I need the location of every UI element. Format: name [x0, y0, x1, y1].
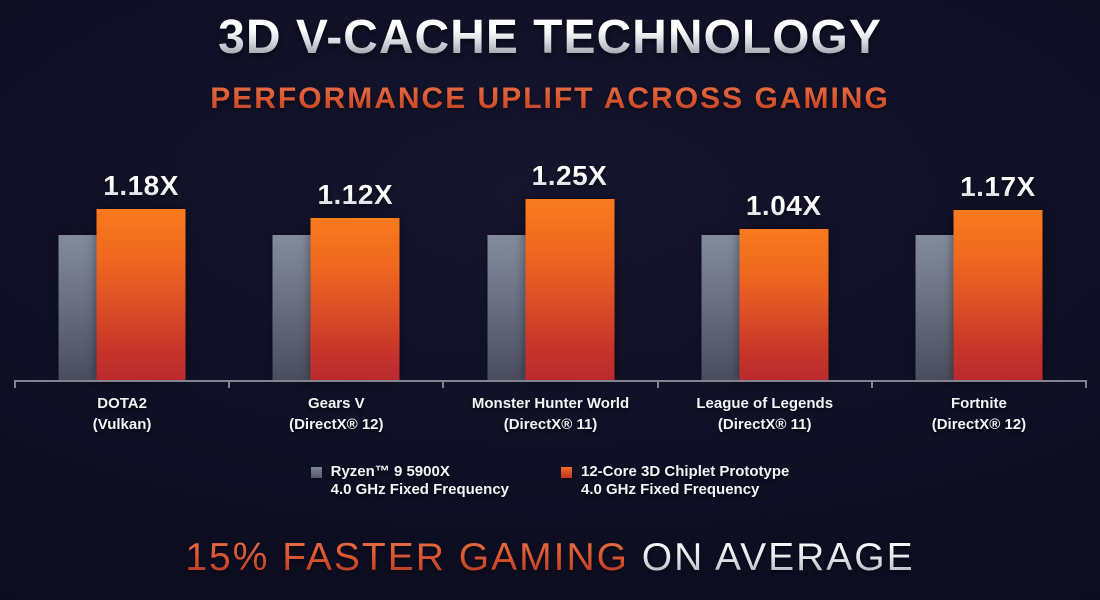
category-api-name: (DirectX® 12)	[931, 416, 1027, 433]
chart-group: 1.12X Gears V (DirectX® 12)	[229, 170, 443, 433]
chart-group: 1.04X League of Legends (DirectX® 11)	[658, 170, 872, 433]
legend-label-line2: 4.0 GHz Fixed Frequency	[330, 481, 509, 498]
category-game-name: Monster Hunter World	[471, 395, 630, 412]
category-label: Fortnite (DirectX® 12)	[862, 393, 1096, 435]
orange-legend-swatch-icon	[561, 467, 572, 478]
category-api-name: (Vulkan)	[92, 416, 152, 433]
bar-pair: 1.04X	[701, 170, 829, 380]
legend-label: Ryzen™ 9 5900X 4.0 GHz Fixed Frequency	[331, 463, 509, 499]
category-label: League of Legends (DirectX® 11)	[648, 393, 882, 435]
slide-title: 3D V-CACHE TECHNOLOGY	[0, 12, 1100, 63]
uplift-bar	[310, 218, 400, 380]
axis-tick	[1085, 380, 1087, 388]
axis-tick	[442, 380, 445, 388]
category-api-name: (DirectX® 11)	[503, 416, 598, 433]
category-label: Monster Hunter World (DirectX® 11)	[433, 393, 667, 435]
legend-label-line1: 12-Core 3D Chiplet Prototype	[581, 463, 790, 480]
axis-tick	[870, 380, 873, 388]
uplift-value-label: 1.12X	[311, 179, 400, 211]
legend-label-line2: 4.0 GHz Fixed Frequency	[581, 481, 760, 498]
uplift-value-label: 1.04X	[739, 190, 828, 222]
legend-item: 12-Core 3D Chiplet Prototype 4.0 GHz Fix…	[561, 463, 789, 499]
category-game-name: League of Legends	[696, 395, 834, 412]
uplift-value-label: 1.17X	[953, 171, 1042, 203]
axis-tick	[228, 380, 231, 388]
chart-group: 1.25X Monster Hunter World (DirectX® 11)	[443, 160, 657, 433]
uplift-bar	[525, 199, 614, 380]
uplift-bar	[96, 209, 186, 380]
x-axis-line	[14, 380, 1087, 388]
takeaway-highlight: 15% FASTER GAMING	[185, 536, 629, 579]
legend-item: Ryzen™ 9 5900X 4.0 GHz Fixed Frequency	[310, 463, 509, 499]
chart-plot-area: 1.18X DOTA2 (Vulkan) 1.12X Gears V (Dire…	[15, 160, 1086, 433]
bar-chart: 1.18X DOTA2 (Vulkan) 1.12X Gears V (Dire…	[14, 160, 1087, 440]
category-api-name: (DirectX® 11)	[717, 416, 812, 433]
category-api-name: (DirectX® 12)	[289, 416, 384, 433]
legend-label-line1: Ryzen™ 9 5900X	[330, 463, 450, 480]
chart-legend: Ryzen™ 9 5900X 4.0 GHz Fixed Frequency 1…	[0, 463, 1100, 499]
axis-tick	[656, 380, 659, 388]
category-label: Gears V (DirectX® 12)	[219, 393, 453, 435]
bar-pair: 1.12X	[272, 170, 400, 380]
takeaway-rest: ON AVERAGE	[628, 536, 915, 579]
uplift-bar	[953, 210, 1043, 380]
bar-pair: 1.17X	[915, 170, 1043, 380]
bar-pair: 1.25X	[487, 160, 614, 380]
slide-subtitle: PERFORMANCE UPLIFT ACROSS GAMING	[0, 83, 1100, 115]
axis-tick	[14, 380, 16, 388]
gray-legend-swatch-icon	[310, 467, 322, 478]
uplift-value-label: 1.25X	[525, 160, 614, 192]
category-game-name: Fortnite	[951, 395, 1007, 412]
bar-pair: 1.18X	[58, 170, 186, 380]
uplift-bar	[739, 229, 829, 380]
uplift-value-label: 1.18X	[97, 170, 186, 202]
legend-label: 12-Core 3D Chiplet Prototype 4.0 GHz Fix…	[581, 463, 789, 499]
takeaway-text: 15% FASTER GAMING ON AVERAGE	[0, 536, 1100, 580]
category-game-name: Gears V	[307, 395, 365, 412]
chart-group: 1.18X DOTA2 (Vulkan)	[15, 170, 229, 433]
category-label: DOTA2 (Vulkan)	[5, 393, 239, 435]
chart-group: 1.17X Fortnite (DirectX® 12)	[872, 170, 1086, 433]
category-game-name: DOTA2	[97, 395, 147, 412]
